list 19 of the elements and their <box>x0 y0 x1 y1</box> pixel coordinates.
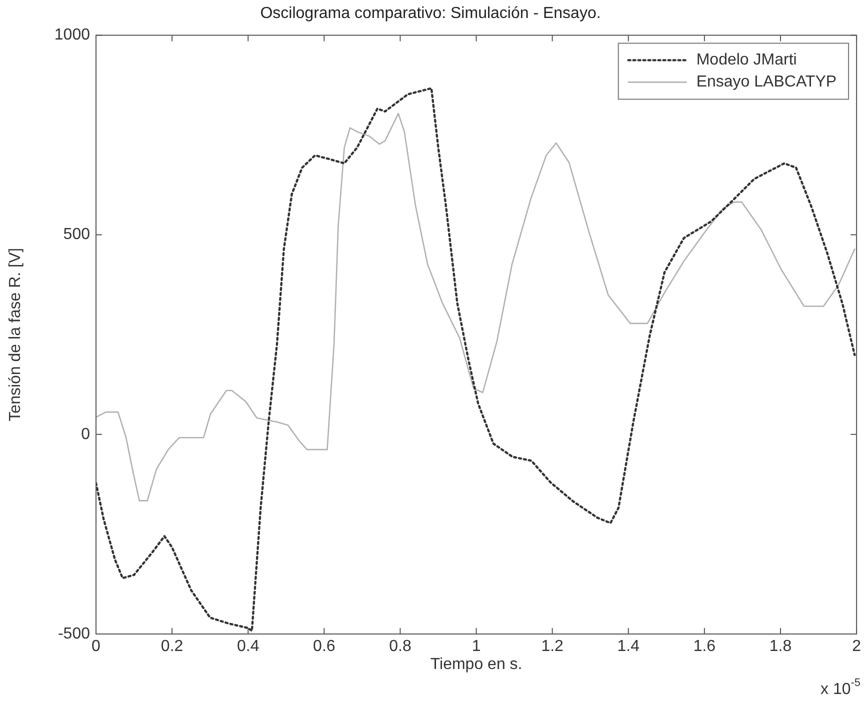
x-tick-label: 1.6 <box>693 638 716 656</box>
x-tick-label: 1 <box>472 638 481 656</box>
y-tick-label: 0 <box>81 426 90 443</box>
x-axis-title: Tiempo en s. <box>430 656 522 673</box>
x-tick-label: 2 <box>852 638 862 656</box>
x-tick-label: 0.6 <box>313 638 336 656</box>
y-tick-label: -500 <box>58 625 90 642</box>
x-tick-label: 0.2 <box>160 638 184 656</box>
x-tick-label: 0.4 <box>236 638 260 656</box>
legend-label: Modelo JMarti <box>696 52 797 69</box>
legend-label: Ensayo LABCATYP <box>696 74 837 91</box>
y-tick-label: 1000 <box>54 26 90 44</box>
x-tick-label: 1.8 <box>769 638 792 656</box>
x-tick-label: 0.8 <box>389 638 412 656</box>
x-tick-label: 1.2 <box>541 638 564 656</box>
y-tick-label: 500 <box>63 226 90 244</box>
chart-title: Oscilograma comparativo: Simulación - Ensayo. <box>260 5 601 22</box>
y-axis-title: Tensión de la fase R. [V] <box>7 248 24 422</box>
x-tick-label: 1.4 <box>617 638 640 656</box>
